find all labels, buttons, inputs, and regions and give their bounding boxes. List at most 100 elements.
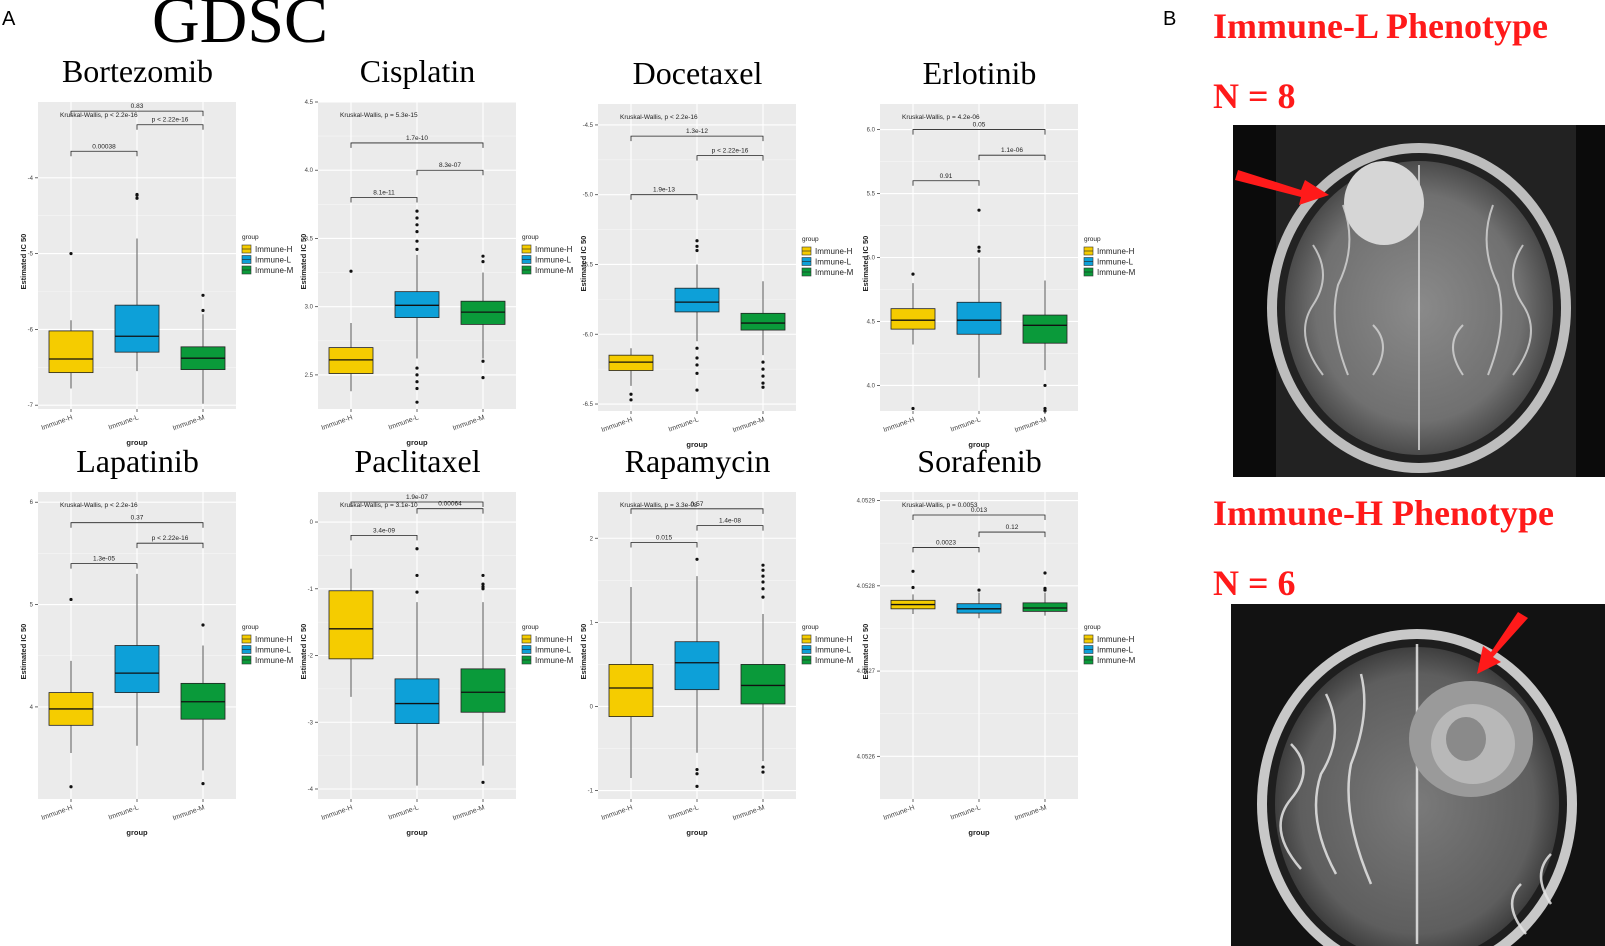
outlier-point [761, 574, 765, 578]
box-immune-h [328, 269, 374, 392]
box-immune-l [114, 192, 160, 372]
legend-entry: Immune-H [535, 635, 573, 644]
x-tick-label: Immune-L [108, 414, 140, 431]
test-label: Kruskal-Wallis, p < 2.2e-16 [60, 112, 138, 119]
legend-entry: Immune-M [815, 268, 854, 277]
phenotype-title-immune-l: Immune-L Phenotype [1213, 6, 1549, 46]
y-axis-label: Estimated IC 50 [579, 624, 588, 680]
y-tick-label: 4.0526 [857, 754, 876, 760]
test-label: Kruskal-Wallis, p < 2.2e-16 [620, 114, 698, 121]
panel-a-label: A [2, 8, 16, 30]
comparison-bracket: 0.37 [70, 515, 204, 528]
y-tick-label: 3.0 [305, 305, 314, 311]
plot-svg: 4.0 4.5 5.0 5.5 6.0 Kruskal-Wallis, p = 4.2e-… [861, 104, 1136, 449]
outlier-point [135, 196, 139, 200]
box-body [114, 304, 160, 353]
box-immune-l [114, 573, 160, 746]
legend-entry: Immune-H [815, 247, 853, 256]
outlier-point [481, 587, 485, 591]
legend-entry: Immune-H [535, 245, 573, 254]
y-axis-label: Estimated IC 50 [299, 624, 308, 680]
legend-title: group [242, 624, 259, 631]
y-tick-label: 0 [310, 520, 314, 526]
outlier-point [695, 784, 699, 788]
y-axis-label: Estimated IC 50 [299, 234, 308, 290]
outlier-point [977, 588, 981, 592]
mri-scan-immune-l [1233, 125, 1605, 477]
outlier-point [761, 770, 765, 774]
outlier-point [695, 356, 699, 360]
outlier-point [415, 373, 419, 377]
bracket-label: 0.57 [691, 501, 704, 508]
outlier-point [415, 223, 419, 227]
bracket-line [912, 180, 980, 186]
boxplot-paclitaxel: Paclitaxel -4 -3 -2 -1 0 Kruskal-Wallis, p = 3… [285, 440, 574, 840]
legend-entry: Immune-H [1097, 247, 1135, 256]
bracket-line [70, 150, 138, 157]
bracket-label: 1.4e-08 [719, 518, 741, 525]
outlier-point [695, 772, 699, 776]
box-immune-h [608, 587, 654, 778]
bracket-line [696, 525, 764, 531]
outlier-point [415, 209, 419, 213]
bracket-label: 1.9e-07 [406, 494, 428, 501]
bracket-line [912, 514, 1046, 521]
x-tick-label: Immune-H [601, 804, 634, 822]
y-tick-label: -1 [308, 587, 314, 593]
box-body [740, 312, 786, 331]
box-body [608, 354, 654, 371]
y-tick-label: -6.5 [583, 402, 594, 408]
y-tick-label: -2 [308, 654, 314, 660]
box-body [328, 590, 374, 660]
bracket-line [136, 542, 204, 549]
outlier-point [415, 547, 419, 551]
bracket-label: 1.3e-05 [93, 556, 115, 563]
bracket-line [350, 534, 418, 541]
phenotype-n-immune-h: N = 6 [1213, 563, 1296, 603]
outlier-point [415, 386, 419, 391]
outlier-point [1043, 383, 1047, 388]
comparison-bracket: 1.4e-08 [696, 518, 764, 531]
bracket-label: 8.3e-07 [439, 162, 461, 169]
x-axis-label: group [968, 828, 990, 837]
x-tick-label: Immune-M [732, 416, 766, 434]
y-tick-label: 2.5 [305, 373, 314, 379]
outlier-point [761, 385, 765, 389]
x-tick-label: Immune-M [1014, 804, 1048, 822]
y-tick-label: -4.5 [583, 123, 594, 129]
y-axis-label: Estimated IC 50 [19, 234, 28, 290]
x-tick-label: Immune-L [668, 416, 700, 433]
legend-entry: Immune-M [535, 656, 574, 665]
comparison-bracket: 1.9e-13 [630, 187, 698, 200]
y-tick-label: -6 [28, 327, 34, 333]
outlier-point [695, 239, 699, 243]
box-immune-h [48, 597, 94, 789]
y-tick-label: 4.0527 [857, 669, 876, 675]
outlier-point [629, 398, 633, 402]
outlier-point [761, 765, 765, 769]
box-body [394, 678, 440, 724]
outlier-point [201, 293, 205, 297]
outlier-point [761, 568, 765, 572]
outlier-point [695, 767, 699, 772]
y-tick-label: -6.0 [583, 332, 594, 338]
legend-entry: Immune-L [255, 646, 292, 655]
outlier-point [761, 374, 765, 378]
x-axis-label: group [126, 828, 148, 837]
test-label: Kruskal-Wallis, p = 5.3e-15 [340, 112, 418, 119]
comparison-bracket: 8.3e-07 [416, 162, 484, 176]
box-immune-h [48, 252, 94, 389]
comparison-bracket: 0.83 [70, 103, 204, 117]
x-tick-label: Immune-H [41, 804, 74, 822]
plot-title: Paclitaxel [354, 443, 481, 479]
x-tick-label: Immune-H [883, 416, 916, 434]
y-axis-label: Estimated IC 50 [579, 236, 588, 292]
mri-image-immune-l [1235, 125, 1576, 477]
y-tick-label: 4.5 [305, 100, 314, 106]
comparison-bracket: 1.1e-06 [978, 147, 1046, 161]
box-body [114, 645, 160, 693]
y-tick-label: 5.5 [867, 192, 876, 198]
